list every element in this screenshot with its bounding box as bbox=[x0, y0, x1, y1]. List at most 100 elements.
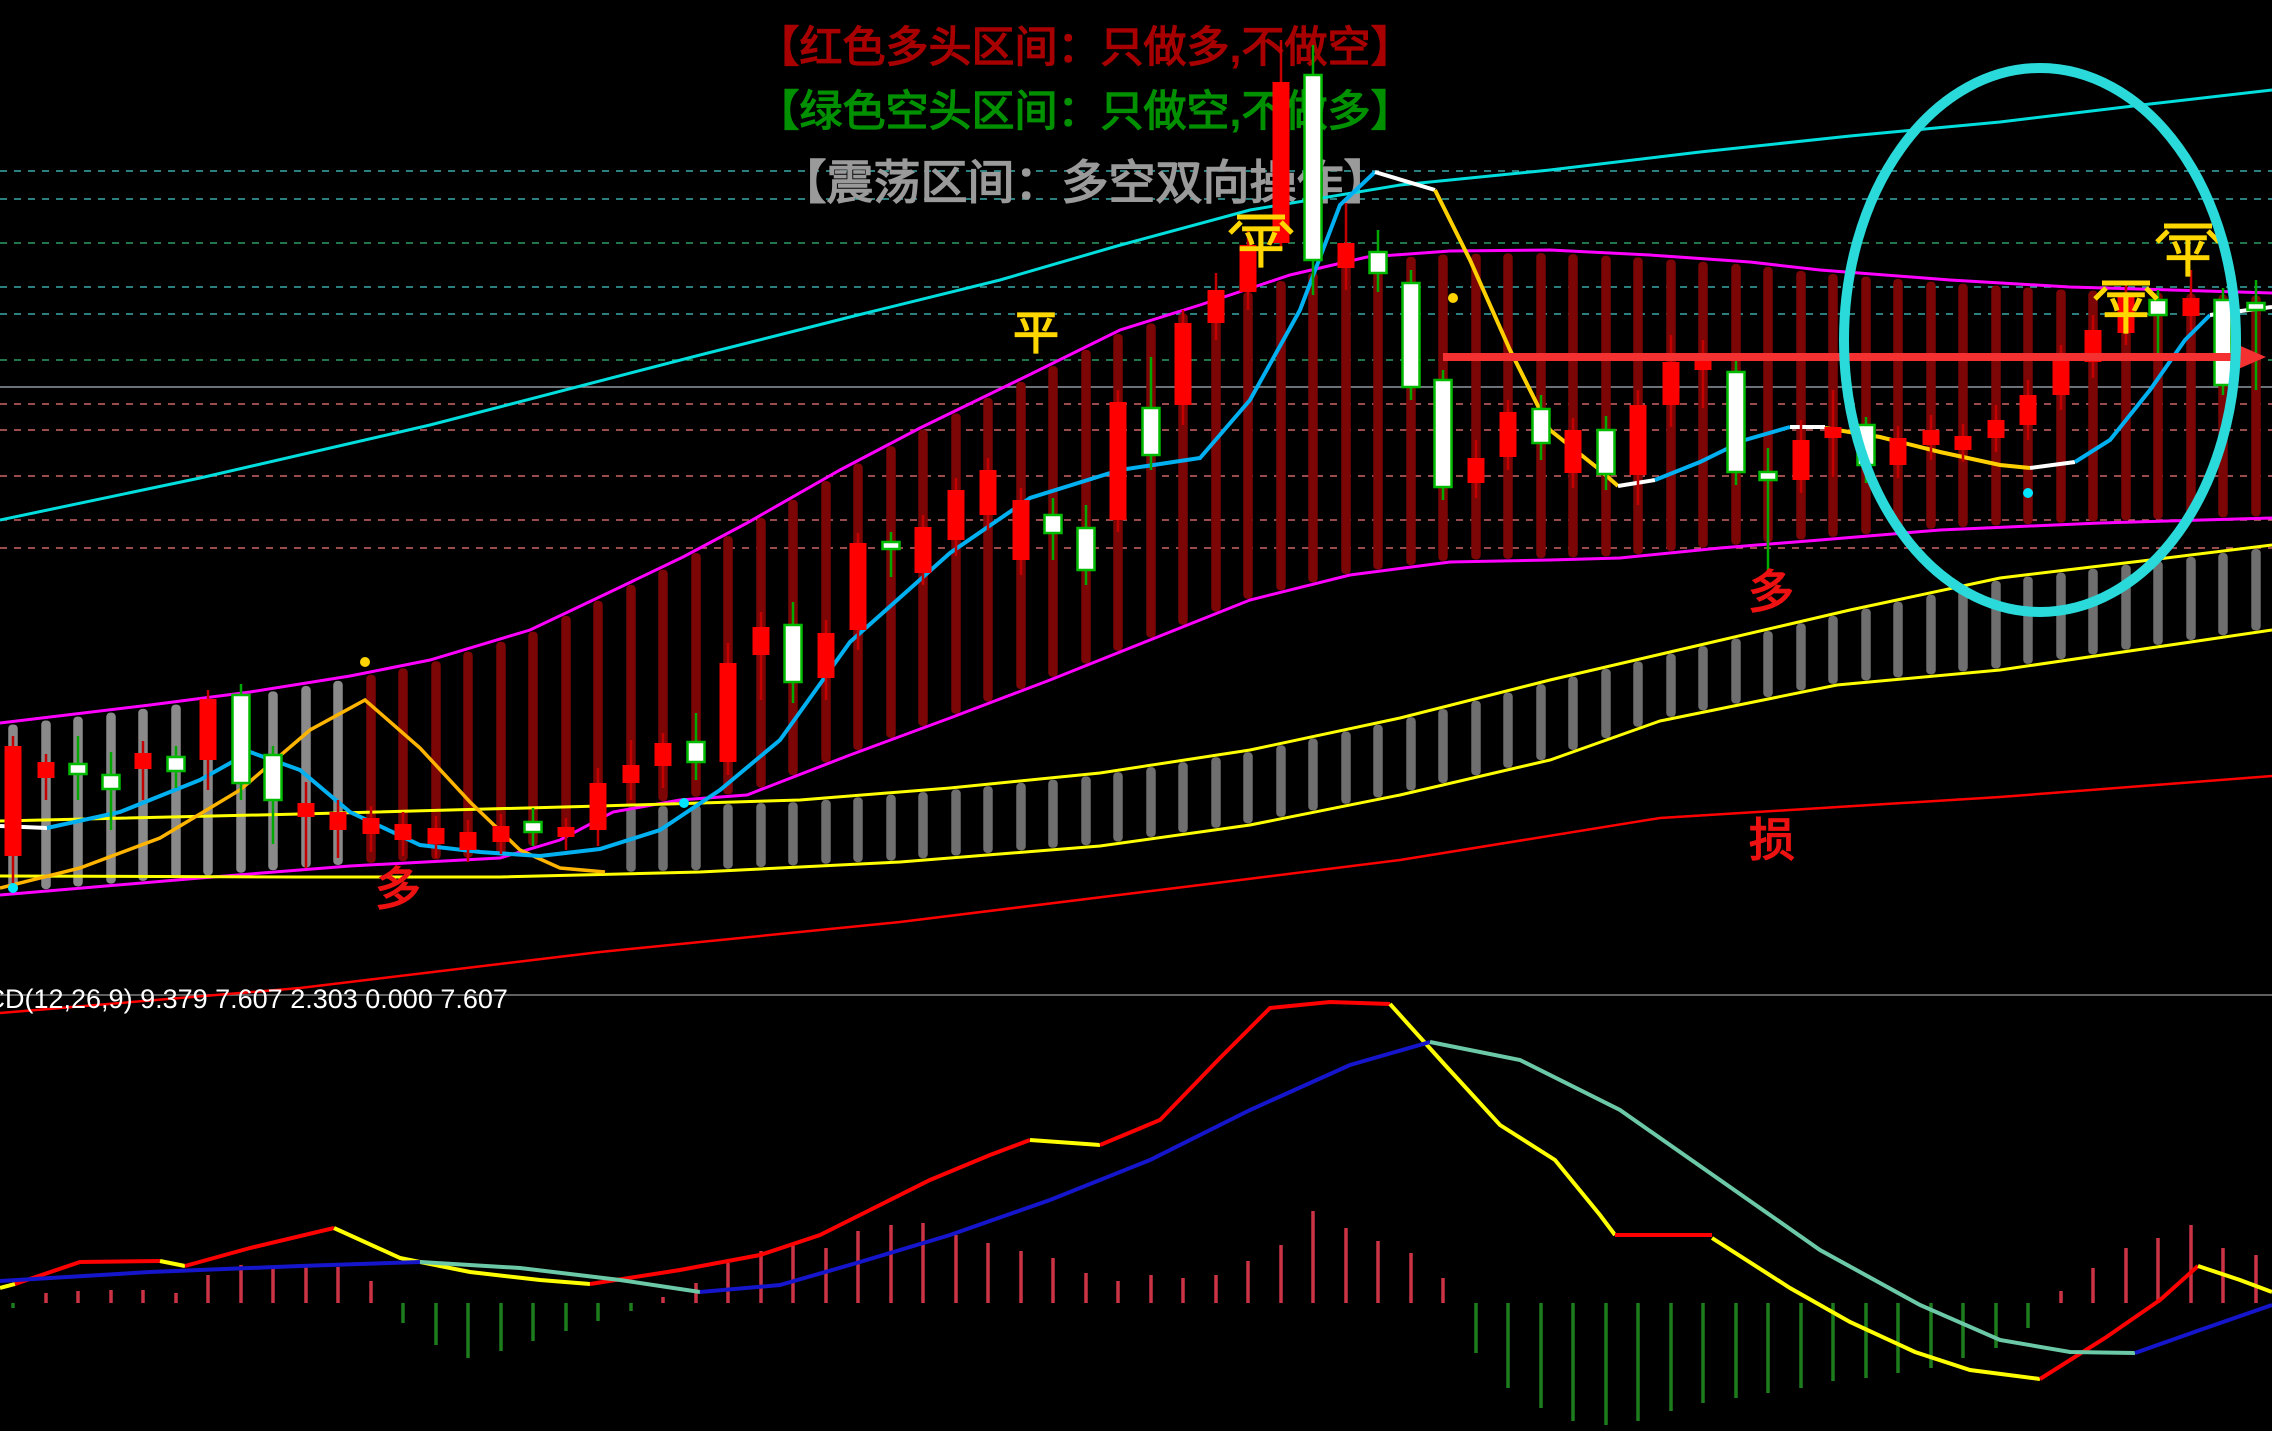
band-stripe bbox=[2056, 572, 2066, 660]
candle bbox=[686, 713, 706, 780]
candle-body-bull bbox=[1337, 243, 1355, 268]
channel-stripe bbox=[2251, 295, 2261, 517]
channel-stripe bbox=[1341, 264, 1351, 574]
candle bbox=[2148, 290, 2168, 358]
candle-body-bull bbox=[1109, 402, 1127, 520]
band-stripe bbox=[1893, 601, 1903, 678]
candle bbox=[622, 740, 640, 800]
candle bbox=[1629, 390, 1647, 505]
channel-stripe bbox=[1243, 292, 1253, 599]
band-stripe bbox=[1048, 779, 1058, 848]
candle bbox=[329, 800, 347, 858]
band-stripe bbox=[1081, 776, 1091, 846]
candle-body-bull bbox=[1824, 427, 1842, 438]
candle bbox=[1889, 426, 1907, 478]
candle bbox=[1337, 203, 1355, 290]
band-stripe bbox=[886, 794, 896, 861]
channel-stripe bbox=[73, 716, 83, 887]
ping-ray bbox=[2155, 229, 2170, 244]
candle bbox=[1401, 270, 1421, 400]
band-stripe bbox=[821, 799, 831, 864]
fast-ma-line bbox=[1617, 478, 1656, 488]
channel-stripe bbox=[2153, 292, 2163, 520]
band-stripe bbox=[853, 797, 863, 863]
macd-dif-line bbox=[1710, 1236, 2041, 1381]
candle-body-bear bbox=[2148, 298, 2168, 317]
band-stripe bbox=[1958, 587, 1968, 672]
duo-marker: 多 bbox=[1748, 566, 1794, 618]
macd-indicator-readout: MACD(12,26,9) 9.379 7.607 2.303 0.000 7.… bbox=[0, 984, 508, 1014]
candle-body-bear bbox=[231, 693, 251, 785]
candle-body-bull bbox=[1922, 430, 1940, 445]
candle bbox=[1758, 448, 1778, 573]
candle bbox=[817, 620, 835, 700]
candle bbox=[1467, 440, 1485, 498]
candle bbox=[1368, 230, 1388, 292]
ping-marker: 平 bbox=[1228, 214, 1294, 273]
candle bbox=[263, 746, 283, 844]
fast-ma-line bbox=[2073, 313, 2212, 464]
candle-body-bull bbox=[2117, 295, 2135, 333]
candle bbox=[362, 806, 380, 852]
candle-body-bear bbox=[101, 773, 121, 791]
macd-dif-line bbox=[159, 1259, 186, 1268]
band-stripe bbox=[1438, 709, 1448, 783]
fast-ma-line bbox=[1374, 170, 1436, 192]
candle-body-bull bbox=[914, 527, 932, 573]
band-stripe bbox=[1406, 717, 1416, 791]
channel-stripe bbox=[2121, 291, 2131, 521]
band-stripe bbox=[1211, 757, 1221, 828]
band-stripe bbox=[1016, 782, 1026, 851]
candle bbox=[394, 812, 412, 856]
candle bbox=[654, 733, 672, 788]
ping-label: 平 bbox=[2165, 230, 2211, 282]
candle-body-bull bbox=[1239, 245, 1257, 292]
candle-body-bull bbox=[459, 832, 477, 850]
candle-body-bear bbox=[1726, 370, 1746, 474]
band-stripe bbox=[1991, 580, 2001, 669]
candle-body-bull bbox=[719, 663, 737, 762]
band-stripe bbox=[788, 802, 798, 866]
macd-dea-line bbox=[1429, 1040, 2136, 1355]
yellow-signal-dot bbox=[1448, 293, 1458, 303]
candle bbox=[914, 515, 932, 585]
macd-dif-line bbox=[0, 1282, 16, 1290]
candle bbox=[1043, 498, 1063, 560]
candle-body-bear bbox=[263, 753, 283, 802]
channel-stripe bbox=[1146, 323, 1156, 638]
candle-body-bear bbox=[2246, 301, 2266, 312]
channel-stripe bbox=[1471, 253, 1481, 560]
candle bbox=[2246, 280, 2266, 390]
candle bbox=[1076, 505, 1096, 585]
band-stripe bbox=[2251, 548, 2261, 631]
candle-body-bull bbox=[1499, 412, 1517, 457]
candle-body-bear bbox=[1433, 378, 1453, 489]
channel-stripe bbox=[1926, 281, 1936, 529]
candle-body-bull bbox=[2052, 360, 2070, 395]
candle-body-bull bbox=[1662, 362, 1680, 405]
channel-stripe bbox=[366, 674, 376, 863]
candle-body-bull bbox=[1467, 458, 1485, 483]
band-stripe bbox=[1146, 767, 1156, 837]
channel-stripe bbox=[983, 397, 993, 702]
band-stripe bbox=[1308, 738, 1318, 811]
candle-body-bull bbox=[817, 633, 835, 678]
channel-upper-line bbox=[0, 248, 2272, 725]
candle bbox=[719, 643, 737, 775]
candle-body-bull bbox=[1954, 436, 1972, 450]
candle-body-bull bbox=[1629, 405, 1647, 475]
candle-body-bull bbox=[297, 803, 315, 817]
macd-dea-line bbox=[2134, 1303, 2272, 1355]
band-stripe bbox=[658, 806, 668, 871]
candle-body-bear bbox=[783, 623, 803, 684]
candle-body-bull bbox=[589, 783, 607, 830]
band-stripe bbox=[756, 803, 766, 867]
trend-line bbox=[0, 88, 2272, 522]
band-stripe bbox=[1503, 692, 1513, 768]
candle bbox=[1922, 415, 1940, 460]
candle bbox=[1824, 390, 1842, 477]
sun-label: 损 bbox=[1749, 814, 1795, 866]
candle bbox=[2019, 380, 2037, 440]
